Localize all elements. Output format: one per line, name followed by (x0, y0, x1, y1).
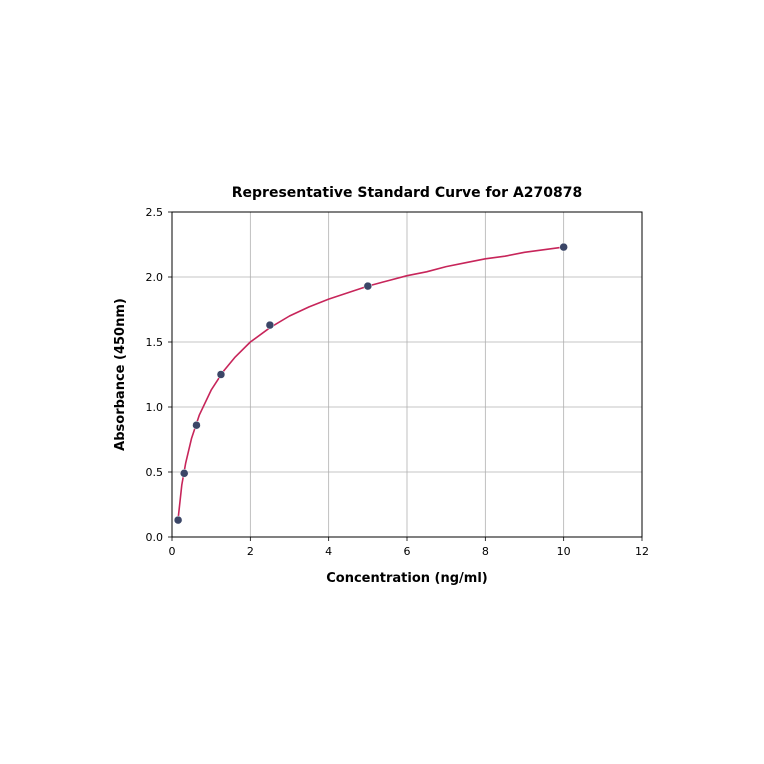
xtick-label: 2 (247, 545, 254, 558)
ytick-label: 0.0 (146, 531, 164, 544)
ytick-label: 2.0 (146, 271, 164, 284)
chart-title: Representative Standard Curve for A27087… (232, 185, 583, 201)
data-point (180, 469, 188, 477)
data-point (192, 421, 200, 429)
ytick-label: 0.5 (146, 466, 164, 479)
xtick-label: 12 (635, 545, 649, 558)
x-axis-label: Concentration (ng/ml) (326, 571, 487, 586)
chart-container: 0 2 4 6 8 10 12 0.0 0.5 1.0 1.5 2.0 2.5 Concentration… (102, 167, 662, 597)
ytick-label: 1.0 (146, 401, 164, 414)
xtick-label: 4 (325, 545, 332, 558)
data-point (174, 516, 182, 524)
data-point (217, 371, 225, 379)
data-point (560, 243, 568, 251)
ytick-label: 2.5 (146, 206, 164, 219)
standard-curve-chart: 0 2 4 6 8 10 12 0.0 0.5 1.0 1.5 2.0 2.5 Concentration… (102, 167, 662, 597)
ytick-label: 1.5 (146, 336, 164, 349)
xtick-label: 10 (557, 545, 571, 558)
y-axis-label: Absorbance (450nm) (113, 298, 128, 451)
xtick-label: 8 (482, 545, 489, 558)
xtick-label: 0 (169, 545, 176, 558)
data-point (364, 282, 372, 290)
xtick-label: 6 (404, 545, 411, 558)
data-point (266, 321, 274, 329)
